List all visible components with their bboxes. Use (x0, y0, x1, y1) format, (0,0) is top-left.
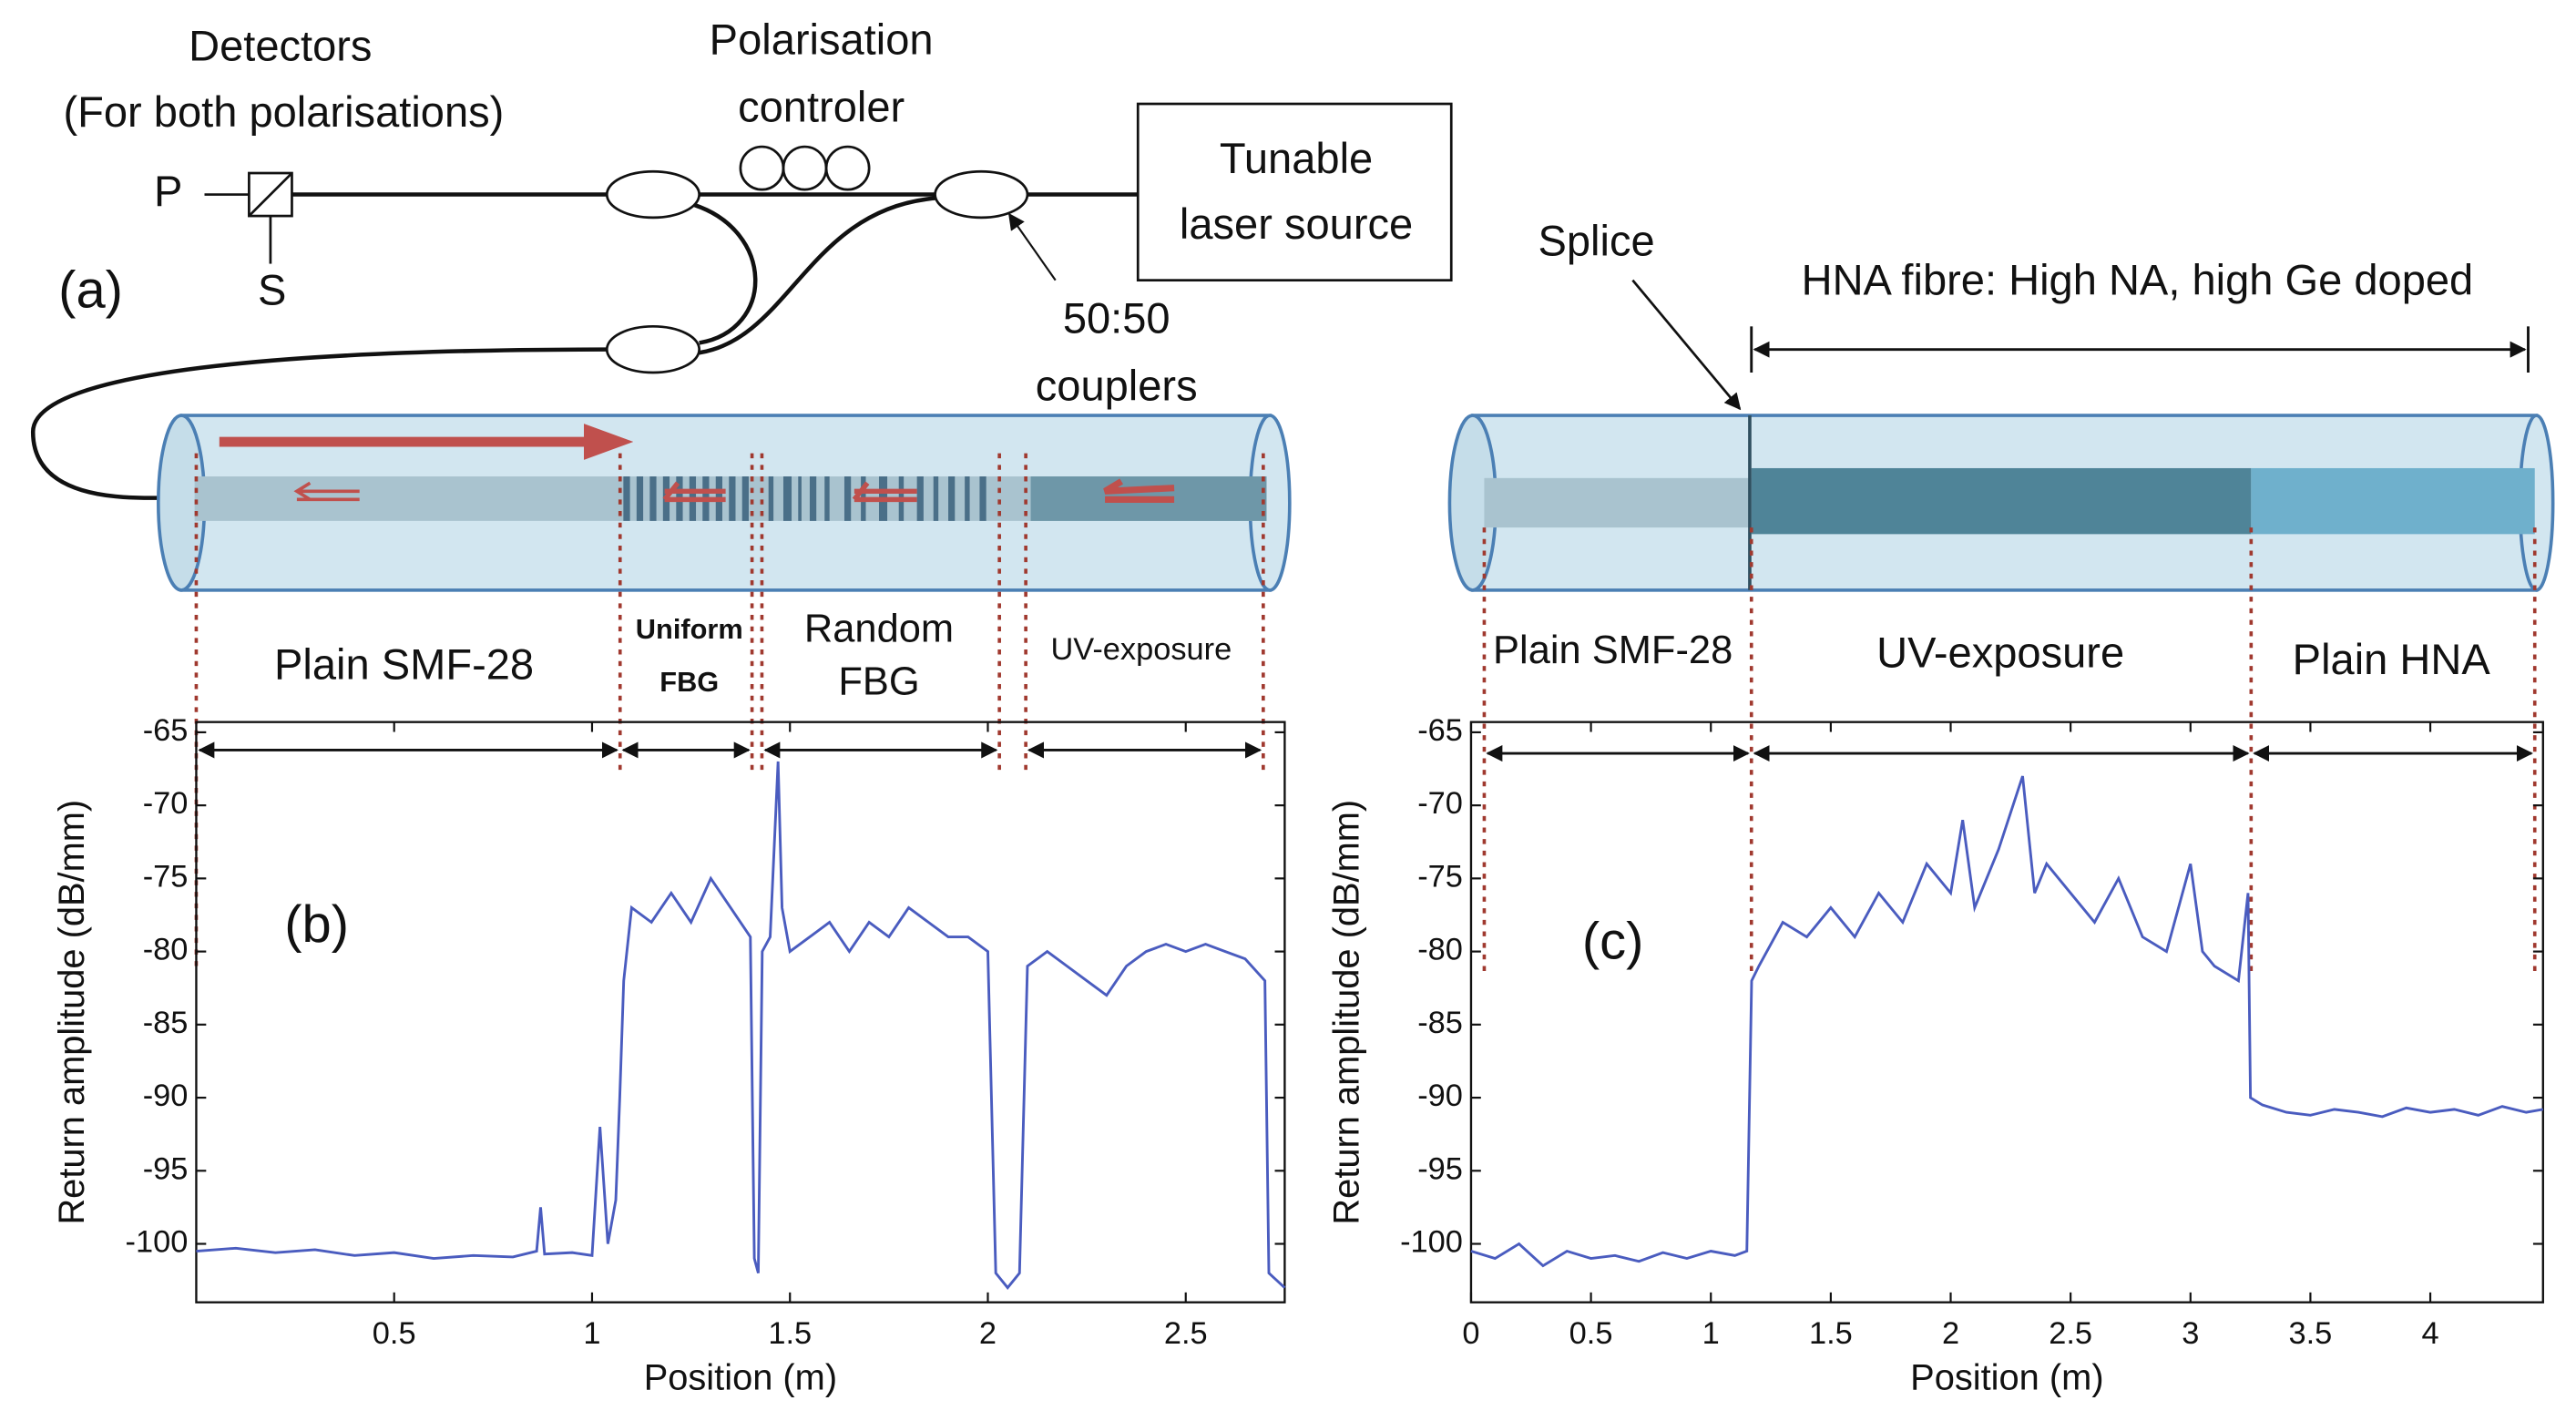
x-tick-label: 0.5 (373, 1316, 416, 1351)
y-tick-label: -80 (143, 933, 189, 967)
fibre-tube-c (1447, 279, 2555, 592)
panel-label: (c) (1582, 912, 1644, 970)
y-tick-label: -100 (126, 1225, 189, 1260)
label: Detectors (189, 22, 372, 70)
data-line (1470, 775, 2544, 1268)
label: Polarisation (710, 15, 934, 63)
chart: -65 -70 -75 -80 -85 -90 -95 -100 0 0.5 1 1.5 2 2.5 3 3.… (1326, 713, 2544, 1397)
x-tick-label: 1.5 (1809, 1316, 1853, 1351)
x-tick-label: 2 (979, 1316, 997, 1351)
y-tick-label: -65 (1417, 713, 1463, 748)
y-tick-label: -95 (143, 1151, 189, 1186)
section-label: Plain SMF-28 (274, 639, 534, 688)
x-tick-label: 2 (1942, 1316, 1959, 1351)
x-tick-label: 4 (2421, 1316, 2438, 1351)
y-axis-label: Return amplitude (dB/mm) (1326, 800, 1366, 1225)
y-tick-label: -80 (1417, 933, 1463, 967)
y-tick-label: -90 (1417, 1079, 1463, 1113)
y-tick-label: -70 (143, 786, 189, 821)
y-tick-label: -95 (1417, 1151, 1463, 1186)
label: 50:50 (1063, 293, 1170, 342)
section-label: FBG (659, 666, 719, 698)
y-tick-label: -75 (143, 859, 189, 894)
x-tick-label: 3.5 (2289, 1316, 2333, 1351)
x-tick-label: 1.5 (768, 1316, 812, 1351)
section-label: UV-exposure (1050, 632, 1232, 667)
label: laser source (1180, 199, 1413, 248)
x-tick-label: 3 (2182, 1316, 2199, 1351)
label: (For both polarisations) (63, 87, 504, 136)
section-label: Plain SMF-28 (1493, 629, 1733, 672)
section-label: Random (804, 608, 954, 651)
x-axis-label: Position (m) (1910, 1357, 2103, 1397)
x-tick-label: 0.5 (1569, 1316, 1613, 1351)
section-label: Plain HNA (2293, 635, 2491, 683)
label: Tunable (1220, 134, 1373, 182)
x-tick-label: 0 (1462, 1316, 1479, 1351)
y-tick-label: -65 (143, 713, 189, 748)
y-tick-label: -85 (1417, 1006, 1463, 1040)
label: S (258, 266, 286, 314)
y-tick-label: -70 (1417, 786, 1463, 821)
y-tick-label: -75 (1417, 859, 1463, 894)
panel-label: (b) (284, 895, 349, 954)
data-line (196, 761, 1286, 1290)
section-label: UV-exposure (1876, 629, 2124, 677)
plot-frame (195, 721, 1286, 1303)
section-label: Uniform (636, 613, 743, 645)
x-axis-label: Position (m) (644, 1357, 837, 1397)
label: couplers (1036, 362, 1198, 410)
label: P (154, 167, 182, 215)
x-tick-label: 1 (583, 1316, 600, 1351)
y-tick-label: -90 (143, 1079, 189, 1113)
panel-label: (a) (58, 261, 123, 319)
section-label: FBG (838, 660, 919, 704)
x-tick-label: 2.5 (2049, 1316, 2092, 1351)
label: controler (738, 83, 905, 131)
y-tick-label: -100 (1400, 1225, 1463, 1260)
y-tick-label: -85 (143, 1006, 189, 1040)
y-axis-label: Return amplitude (dB/mm) (52, 800, 92, 1225)
x-tick-label: 2.5 (1164, 1316, 1208, 1351)
label: Splice (1538, 216, 1654, 264)
setup (30, 102, 1453, 500)
chart: -65 -70 -75 -80 -85 -90 -95 -100 0.5 1 1.5 2 2.5 Posi… (52, 713, 1286, 1397)
fibre-tube-a (156, 414, 1292, 592)
plot-frame (1469, 721, 2544, 1303)
x-tick-label: 1 (1702, 1316, 1720, 1351)
label: HNA fibre: High NA, high Ge doped (1802, 256, 2474, 304)
